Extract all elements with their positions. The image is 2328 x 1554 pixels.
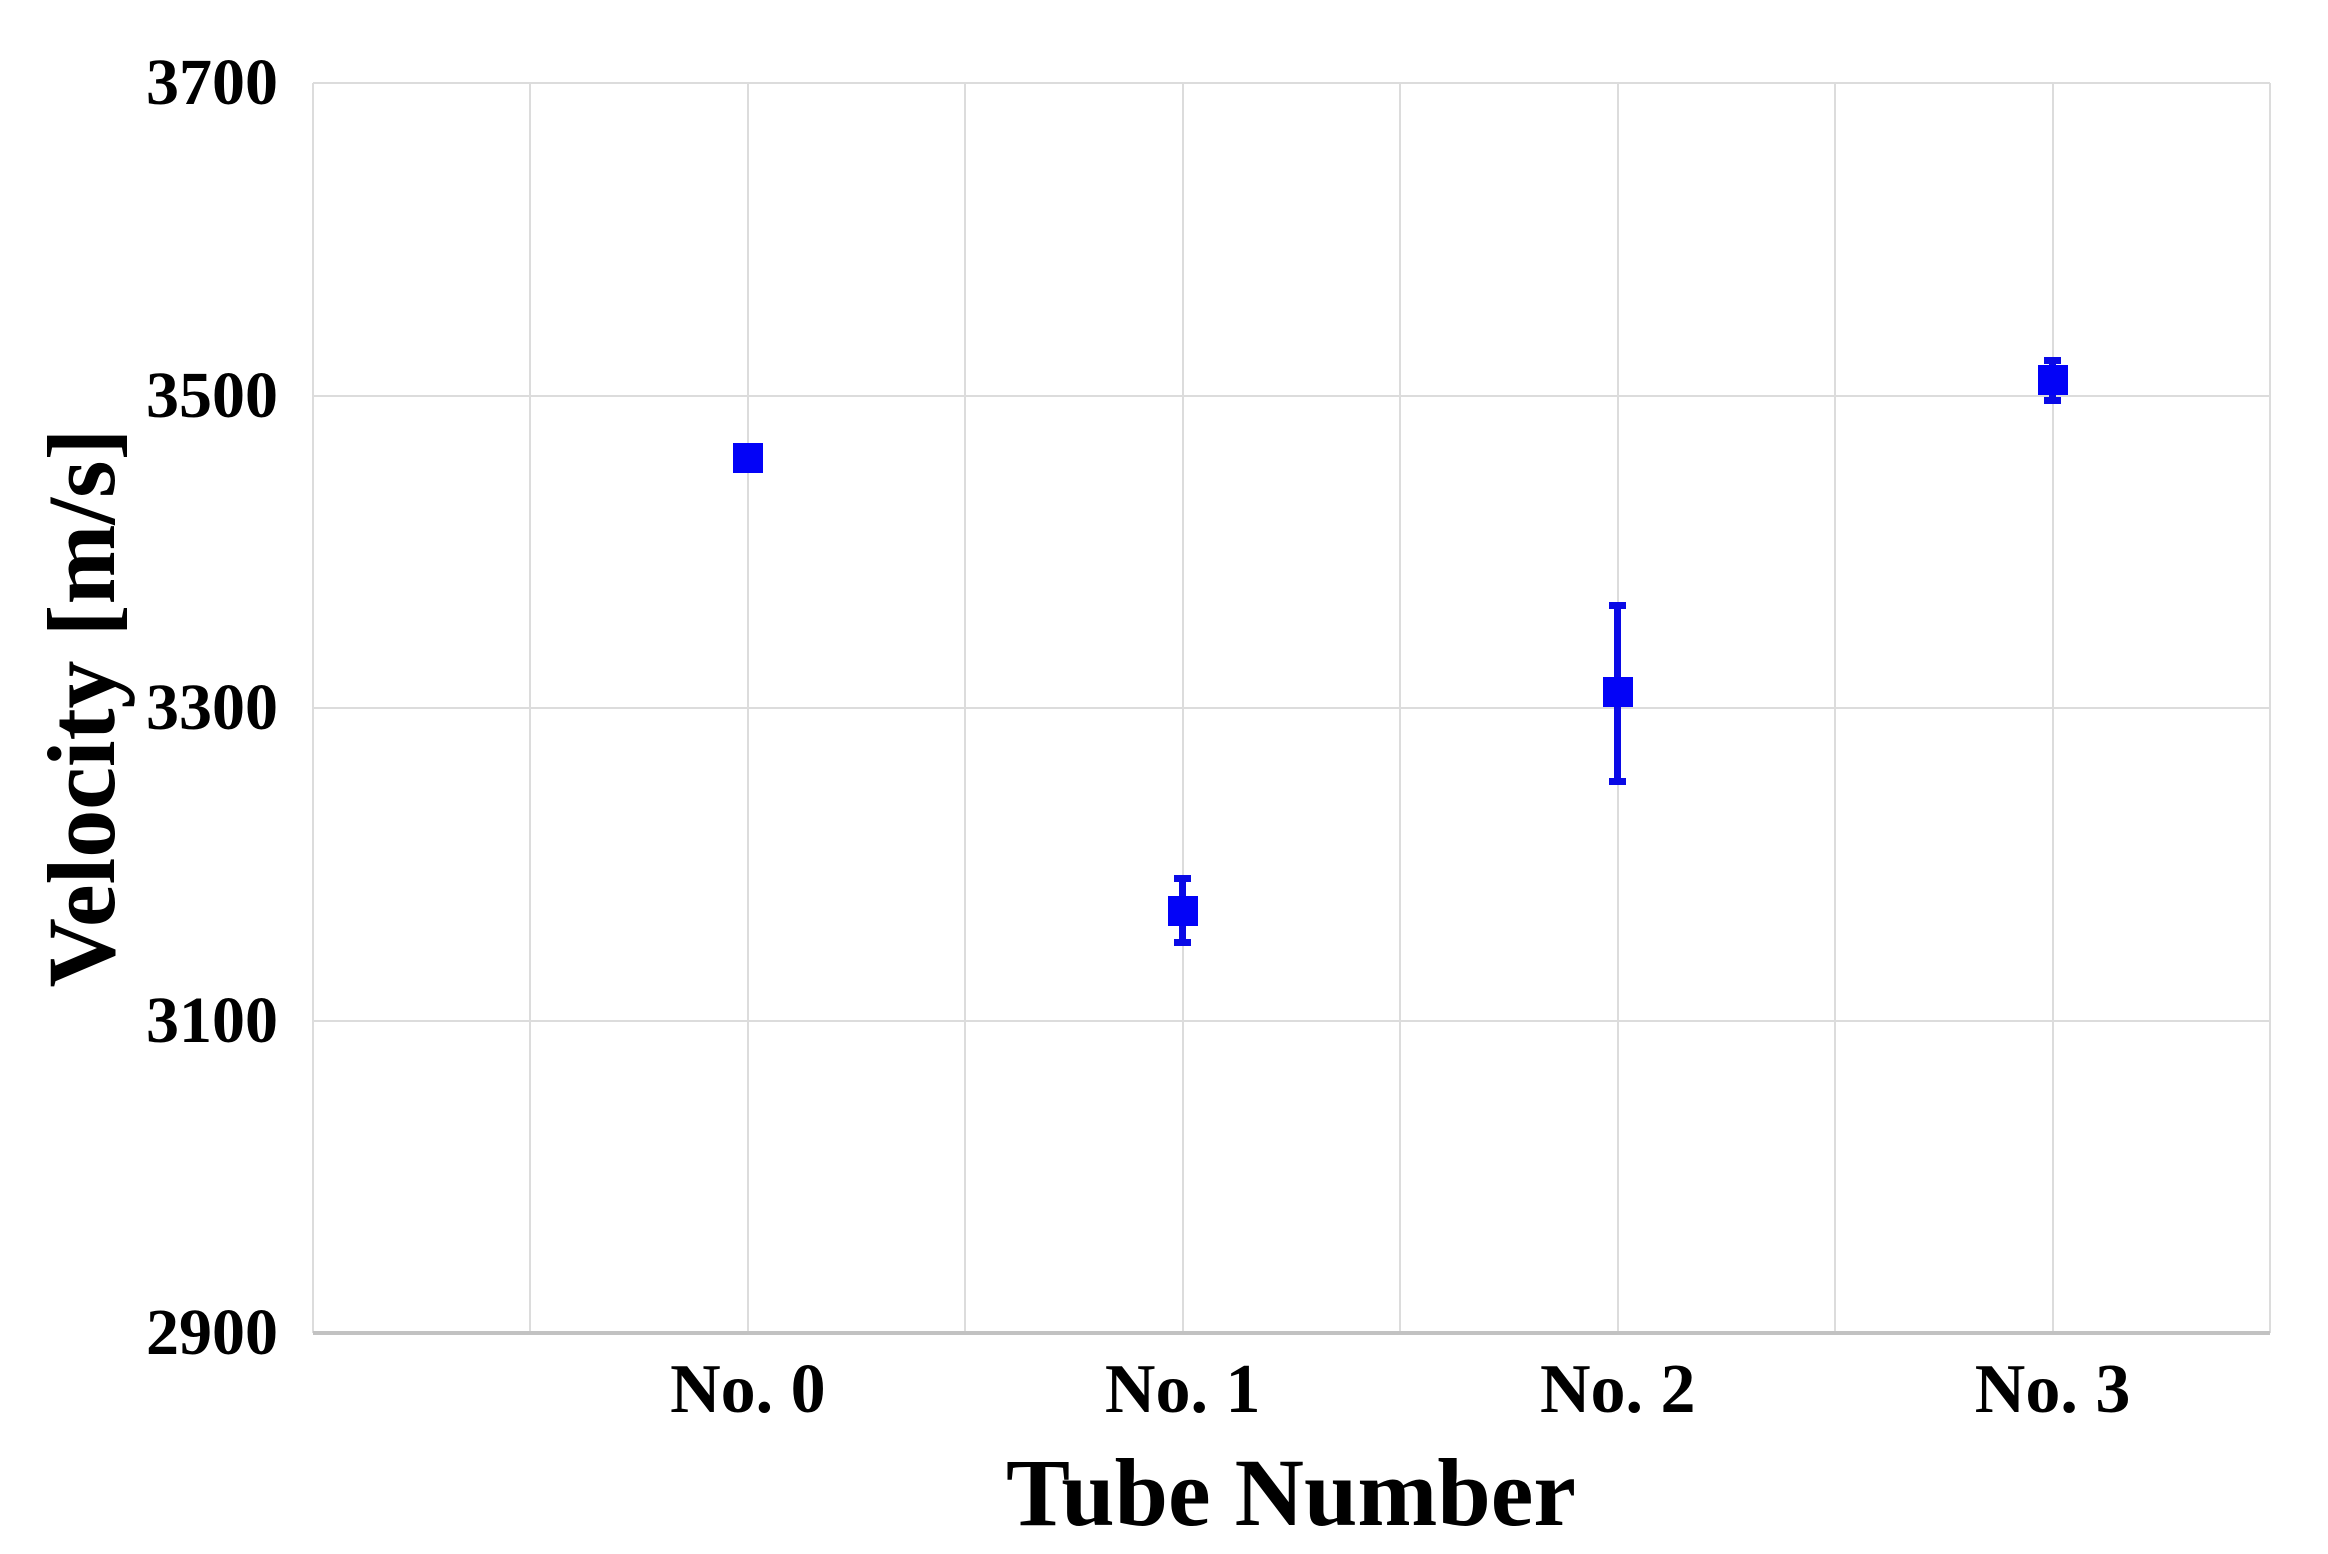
data-point-marker: [1167, 896, 1198, 927]
horizontal-gridline: [313, 707, 2270, 709]
y-tick-label: 3300: [146, 671, 278, 744]
error-bar-cap: [2043, 397, 2061, 405]
y-tick-label: 3100: [146, 983, 278, 1057]
y-tick-label: 2900: [146, 1296, 278, 1369]
horizontal-gridline: [313, 82, 2270, 84]
data-point-marker: [1602, 677, 1633, 708]
error-bar-cap: [1608, 601, 1626, 609]
x-tick-label: No. 2: [1539, 1351, 1696, 1428]
data-point-marker: [732, 443, 763, 473]
y-tick-label: 3500: [146, 358, 278, 432]
x-tick-label: No. 3: [1974, 1351, 2131, 1428]
error-bar-cap: [1173, 939, 1191, 947]
horizontal-gridline: [313, 1019, 2270, 1022]
x-axis-line: [313, 1331, 2270, 1335]
error-bar-cap: [2043, 356, 2061, 364]
data-point-marker: [2037, 364, 2068, 395]
plot-area: [312, 82, 2271, 1335]
error-bar-cap: [1173, 875, 1191, 883]
y-tick-label: 3700: [146, 46, 278, 119]
vertical-gridline: [2269, 83, 2271, 1333]
x-tick-label: No. 0: [670, 1351, 826, 1428]
horizontal-gridline: [313, 394, 2270, 397]
error-bar-cap: [1608, 778, 1626, 786]
x-axis-title: Tube Number: [1006, 1439, 1576, 1546]
x-tick-label: No. 1: [1104, 1351, 1261, 1428]
